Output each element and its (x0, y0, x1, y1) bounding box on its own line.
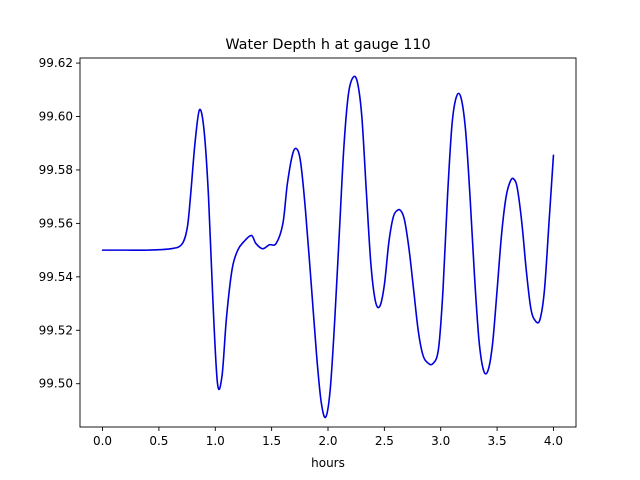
y-tick-label: 99.58 (39, 163, 73, 177)
chart-title: Water Depth h at gauge 110 (225, 37, 430, 53)
x-tick-label: 1.0 (206, 434, 225, 448)
y-tick-label: 99.62 (39, 56, 73, 70)
y-tick-label: 99.56 (39, 216, 73, 230)
x-tick-label: 3.5 (488, 434, 507, 448)
x-tick-label: 3.0 (431, 434, 450, 448)
y-axis-ticks: 99.50 99.52 99.54 99.56 99.58 99.60 99.62 (39, 56, 80, 391)
plot-area-frame (79, 57, 577, 428)
x-tick-label: 2.5 (375, 434, 394, 448)
x-tick-label: 4.0 (544, 434, 563, 448)
y-tick-label: 99.60 (39, 110, 73, 124)
y-tick-label: 99.52 (39, 323, 73, 337)
x-tick-label: 2.0 (318, 434, 337, 448)
y-tick-label: 99.54 (39, 270, 73, 284)
x-tick-label: 0.0 (93, 434, 112, 448)
x-tick-label: 0.5 (149, 434, 168, 448)
y-tick-label: 99.50 (39, 377, 73, 391)
x-axis-ticks: 0.0 0.5 1.0 1.5 2.0 2.5 3.0 3.5 4.0 (93, 427, 563, 448)
x-axis-label: hours (311, 456, 345, 470)
x-tick-label: 1.5 (262, 434, 281, 448)
series-line (101, 75, 555, 419)
